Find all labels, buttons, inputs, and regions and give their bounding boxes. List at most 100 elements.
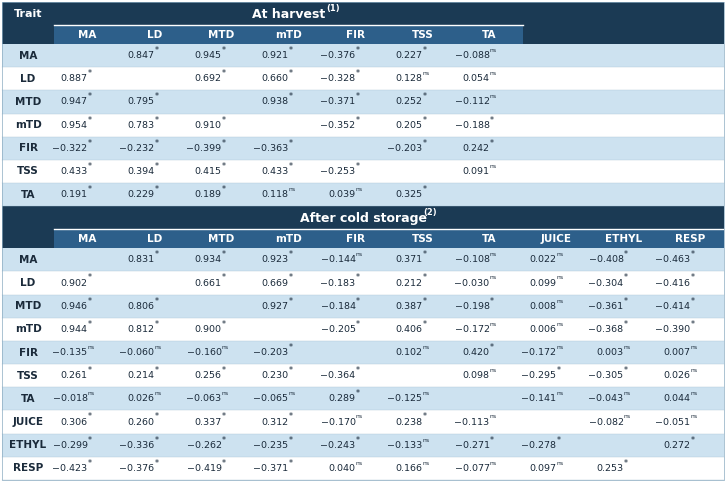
Bar	[54, 26, 121, 44]
Text: *: *	[88, 436, 91, 444]
Text: ns: ns	[356, 252, 362, 257]
Text: −0.416: −0.416	[656, 279, 690, 287]
Text: MA: MA	[78, 234, 97, 244]
Text: *: *	[288, 273, 293, 282]
Text: LD: LD	[147, 234, 162, 244]
Text: 0.337: 0.337	[195, 417, 221, 427]
Text: 0.253: 0.253	[596, 464, 624, 473]
Text: −0.170: −0.170	[320, 417, 356, 427]
Text: ns: ns	[221, 391, 229, 396]
Text: 0.128: 0.128	[396, 74, 423, 83]
Text: *: *	[356, 93, 359, 101]
Text: LD: LD	[20, 74, 36, 84]
Text: *: *	[489, 436, 494, 444]
Text: 0.954: 0.954	[60, 120, 88, 130]
Text: 0.661: 0.661	[195, 279, 221, 287]
Text: 0.003: 0.003	[596, 348, 624, 357]
Text: −0.077: −0.077	[454, 464, 489, 473]
Text: −0.203: −0.203	[253, 348, 288, 357]
Text: TA: TA	[482, 30, 497, 40]
Text: −0.144: −0.144	[320, 255, 356, 264]
Text: ns: ns	[489, 94, 497, 99]
Text: ns: ns	[155, 391, 162, 396]
Text: 0.214: 0.214	[128, 371, 155, 380]
Text: 0.946: 0.946	[60, 302, 88, 311]
Text: *: *	[624, 296, 627, 306]
Text: FIR: FIR	[346, 30, 365, 40]
Text: ns: ns	[557, 461, 563, 466]
Text: *: *	[88, 413, 91, 421]
Bar	[590, 230, 657, 248]
Text: ns: ns	[423, 461, 430, 466]
Text: ns: ns	[423, 345, 430, 350]
Text: *: *	[221, 69, 226, 78]
Text: *: *	[155, 116, 158, 124]
Text: *: *	[155, 296, 158, 306]
Bar	[523, 230, 590, 248]
Text: mTD: mTD	[275, 30, 302, 40]
Text: *: *	[423, 116, 426, 124]
Text: *: *	[221, 413, 226, 421]
Bar	[2, 90, 724, 114]
Text: *: *	[155, 436, 158, 444]
Text: 0.006: 0.006	[529, 325, 557, 334]
Text: 0.118: 0.118	[261, 190, 288, 199]
Text: 0.098: 0.098	[462, 371, 489, 380]
Text: 0.008: 0.008	[529, 302, 557, 311]
Bar	[121, 26, 188, 44]
Text: −0.172: −0.172	[454, 325, 489, 334]
Text: 0.406: 0.406	[396, 325, 423, 334]
Text: 0.902: 0.902	[60, 279, 88, 287]
Text: *: *	[288, 343, 293, 352]
Text: −0.065: −0.065	[253, 394, 288, 403]
Text: ns: ns	[557, 322, 563, 327]
Text: 0.230: 0.230	[261, 371, 288, 380]
Text: LD: LD	[147, 30, 162, 40]
Text: 0.260: 0.260	[128, 417, 155, 427]
Text: −0.133: −0.133	[387, 441, 423, 450]
Text: MA: MA	[19, 255, 37, 265]
Text: 0.026: 0.026	[664, 371, 690, 380]
Bar	[2, 230, 54, 248]
Text: *: *	[221, 436, 226, 444]
Bar	[389, 26, 456, 44]
Text: *: *	[221, 185, 226, 194]
Text: *: *	[489, 343, 494, 352]
Bar	[2, 2, 724, 26]
Text: −0.198: −0.198	[454, 302, 489, 311]
Bar	[188, 230, 255, 248]
Text: 0.022: 0.022	[529, 255, 557, 264]
Text: ns: ns	[356, 461, 362, 466]
Text: 0.934: 0.934	[195, 255, 221, 264]
Text: *: *	[88, 93, 91, 101]
Text: 0.325: 0.325	[396, 190, 423, 199]
Text: *: *	[356, 69, 359, 78]
Text: −0.113: −0.113	[454, 417, 489, 427]
Text: −0.188: −0.188	[454, 120, 489, 130]
Text: 0.039: 0.039	[328, 190, 356, 199]
Text: 0.242: 0.242	[462, 144, 489, 153]
Text: *: *	[288, 139, 293, 147]
Text: (2): (2)	[423, 208, 436, 217]
Text: ns: ns	[356, 415, 362, 419]
Text: *: *	[356, 296, 359, 306]
Text: JUICE: JUICE	[541, 234, 572, 244]
Text: −0.322: −0.322	[52, 144, 88, 153]
Text: 0.923: 0.923	[261, 255, 288, 264]
Text: *: *	[624, 459, 627, 468]
Text: *: *	[221, 273, 226, 282]
Text: −0.018: −0.018	[52, 394, 88, 403]
Text: ns: ns	[624, 391, 631, 396]
Text: ns: ns	[88, 391, 94, 396]
Text: −0.423: −0.423	[52, 464, 88, 473]
Text: (1): (1)	[327, 4, 340, 13]
Text: *: *	[423, 185, 426, 194]
Text: 0.044: 0.044	[664, 394, 690, 403]
Text: −0.183: −0.183	[320, 279, 356, 287]
Text: −0.368: −0.368	[588, 325, 624, 334]
Text: *: *	[288, 250, 293, 259]
Text: *: *	[423, 296, 426, 306]
Text: RESP: RESP	[675, 234, 706, 244]
Text: 0.783: 0.783	[127, 120, 155, 130]
Text: *: *	[221, 162, 226, 171]
